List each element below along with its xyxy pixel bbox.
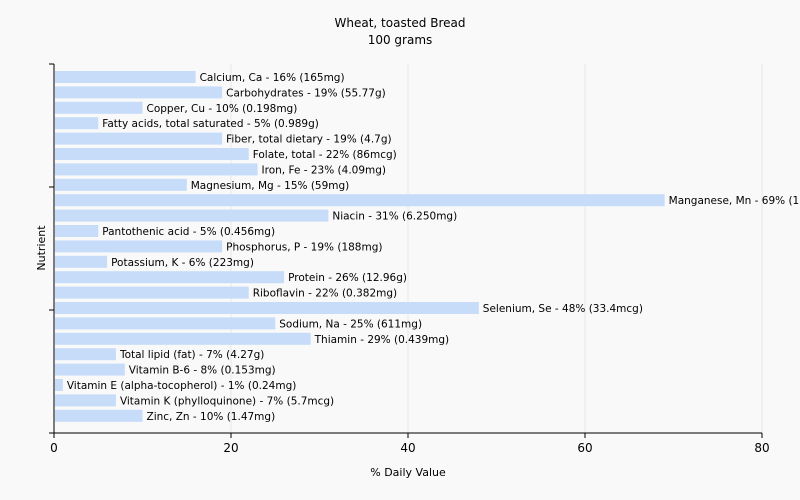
bar-7: [55, 178, 187, 191]
bar-label-9: Niacin - 31% (6.250mg): [332, 211, 457, 223]
bar-label-18: Total lipid (fat) - 7% (4.27g): [119, 349, 264, 361]
bar-label-7: Magnesium, Mg - 15% (59mg): [191, 180, 350, 192]
bar-1: [55, 86, 223, 99]
bar-label-8: Manganese, Mn - 69% (1.377mg): [669, 195, 800, 207]
bar-label-11: Phosphorus, P - 19% (188mg): [226, 241, 382, 253]
bar-label-6: Iron, Fe - 23% (4.09mg): [262, 164, 386, 176]
bar-label-10: Pantothenic acid - 5% (0.456mg): [102, 226, 275, 238]
bar-2: [55, 101, 143, 114]
bar-6: [55, 163, 258, 176]
bar-label-16: Sodium, Na - 25% (611mg): [279, 318, 422, 330]
bar-22: [55, 409, 143, 422]
bar-label-0: Calcium, Ca - 16% (165mg): [200, 72, 345, 84]
bar-15: [55, 302, 479, 314]
bar-4: [55, 132, 223, 145]
x-tick-label-3: 60: [577, 441, 592, 455]
bar-label-5: Folate, total - 22% (86mcg): [253, 149, 397, 161]
bar-label-13: Protein - 26% (12.96g): [288, 272, 407, 284]
bar-3: [55, 117, 99, 130]
bar-label-14: Riboflavin - 22% (0.382mg): [253, 288, 397, 300]
bar-14: [55, 286, 249, 299]
bar-label-4: Fiber, total dietary - 19% (4.7g): [226, 134, 391, 146]
bar-16: [55, 317, 276, 330]
bar-19: [55, 363, 125, 376]
bar-20: [55, 379, 63, 391]
x-tick-label-1: 20: [223, 441, 238, 455]
x-axis-title: % Daily Value: [370, 466, 446, 479]
chart-subtitle: 100 grams: [368, 33, 433, 47]
bar-10: [55, 225, 99, 237]
bar-13: [55, 271, 285, 284]
bar-label-22: Zinc, Zn - 10% (1.47mg): [147, 411, 276, 423]
bar-label-17: Thiamin - 29% (0.439mg): [314, 334, 450, 346]
bar-5: [55, 148, 249, 160]
bar-0: [55, 71, 196, 83]
bar-label-12: Potassium, K - 6% (223mg): [111, 257, 254, 269]
bar-17: [55, 332, 311, 345]
bar-label-20: Vitamin E (alpha-tocopherol) - 1% (0.24m…: [67, 380, 297, 392]
x-tick-label-0: 0: [50, 441, 58, 455]
axes: 0 20 40 60 80: [49, 63, 770, 455]
bar-18: [55, 348, 116, 361]
x-tick-label-2: 40: [400, 441, 415, 455]
bars: Calcium, Ca - 16% (165mg) Carbohydrates -…: [55, 71, 800, 423]
chart-title: Wheat, toasted Bread: [335, 16, 466, 30]
bar-label-19: Vitamin B-6 - 8% (0.153mg): [129, 365, 276, 377]
grid-lines: [230, 64, 763, 433]
bar-label-21: Vitamin K (phylloquinone) - 7% (5.7mcg): [120, 395, 334, 407]
bar-21: [55, 394, 116, 407]
bar-12: [55, 255, 108, 268]
x-tick-label-4: 80: [754, 441, 769, 455]
bar-8: [55, 194, 665, 207]
bar-label-3: Fatty acids, total saturated - 5% (0.989…: [102, 118, 319, 130]
bar-11: [55, 240, 223, 253]
bar-9: [55, 209, 329, 222]
bar-label-15: Selenium, Se - 48% (33.4mcg): [483, 303, 643, 315]
y-axis-title: Nutrient: [35, 225, 48, 271]
bar-label-2: Copper, Cu - 10% (0.198mg): [147, 103, 298, 115]
bar-label-1: Carbohydrates - 19% (55.77g): [226, 87, 386, 99]
